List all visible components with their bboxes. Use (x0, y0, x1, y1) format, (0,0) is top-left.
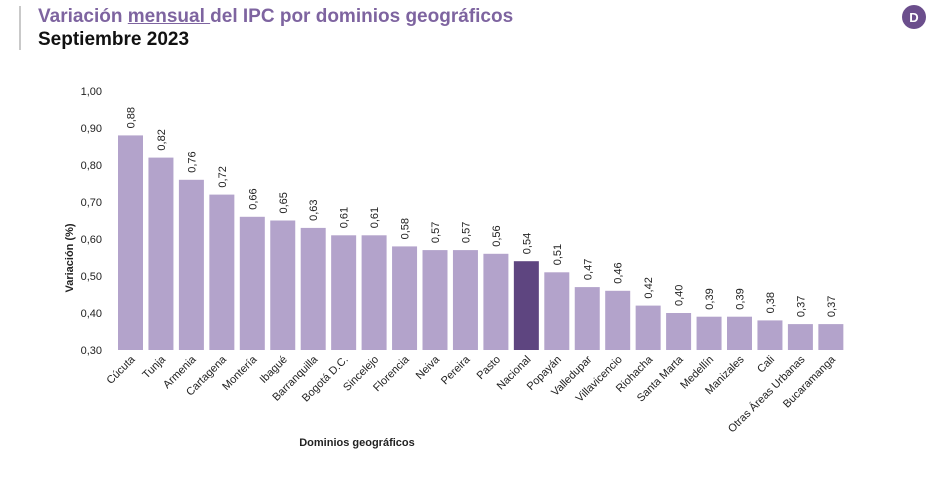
x-tick-label: Neiva (414, 353, 443, 382)
bar-value-label: 0,88 (126, 107, 138, 128)
x-tick-label: Pereira (439, 353, 473, 387)
bar (696, 316, 722, 350)
bar-value-label: 0,57 (430, 222, 442, 243)
y-tick-label: 1,00 (81, 86, 102, 98)
bar (422, 250, 448, 350)
bar-value-label: 0,82 (156, 129, 168, 150)
bar (544, 272, 570, 350)
bar (818, 324, 844, 350)
bar (483, 253, 509, 350)
bar (452, 250, 478, 350)
bar (209, 194, 235, 350)
bar-value-label: 0,58 (400, 218, 412, 239)
header-rule (19, 6, 21, 50)
bar (361, 235, 387, 350)
x-tick-label: Tunja (140, 353, 168, 381)
bar (392, 246, 418, 350)
bar-value-label: 0,42 (643, 277, 655, 298)
bar (757, 320, 783, 350)
y-axis-title: Variación (%) (64, 223, 76, 292)
x-tick-label: Montería (220, 353, 260, 393)
bar-value-label: 0,47 (582, 259, 594, 280)
x-axis-title: Dominios geográficos (299, 437, 415, 449)
bar (727, 316, 752, 350)
bar (574, 287, 600, 350)
bar (635, 305, 661, 350)
title-part-1: Variación (38, 6, 128, 27)
bar-value-label: 0,72 (217, 166, 229, 187)
y-tick-label: 0,50 (81, 271, 102, 283)
bar (513, 261, 539, 350)
title-part-2: del IPC por dominios geográficos (210, 6, 514, 27)
bar-value-label: 0,54 (521, 233, 533, 254)
bar-value-label: 0,63 (308, 199, 320, 220)
x-tick-label: Cali (755, 354, 777, 376)
chart-title: Variación mensual del IPC por dominios g… (38, 6, 513, 28)
bar (148, 157, 174, 350)
x-axis-ticks: Cúcuta TunjaArmeniaCartagenaMonteríaIbagu… (104, 353, 838, 436)
bar-value-label: 0,37 (795, 296, 807, 317)
bar-value-label: 0,37 (826, 296, 838, 317)
bars (118, 135, 844, 350)
bar-value-label: 0,66 (247, 188, 259, 209)
bar-value-label: 0,76 (186, 151, 198, 172)
x-tick-label: Pasto (475, 354, 503, 382)
y-tick-label: 0,80 (81, 160, 102, 172)
bar-value-label: 0,61 (339, 207, 351, 228)
bar (666, 313, 692, 350)
y-axis-ticks: 0,30 0,40 0,50 0,60 0,70 0,80 0,90 1,00 (81, 86, 102, 357)
bar-value-label: 0,40 (674, 285, 686, 306)
bar-value-label: 0,46 (613, 262, 625, 283)
bar (118, 135, 143, 350)
bar (270, 220, 296, 350)
y-tick-label: 0,30 (81, 345, 102, 357)
bar (331, 235, 357, 350)
value-labels: 0,88 0,82 0,76 0,72 0,66 0,65 0,63 0,61 0,61 0,58… (126, 107, 838, 317)
bar-value-label: 0,57 (460, 222, 472, 243)
bar-value-label: 0,51 (552, 244, 564, 265)
bar-value-label: 0,65 (278, 192, 290, 213)
y-tick-label: 0,40 (81, 308, 102, 320)
bar (239, 216, 265, 350)
y-tick-label: 0,60 (81, 234, 102, 246)
y-tick-label: 0,90 (81, 123, 102, 135)
bar (300, 227, 326, 350)
bar-value-label: 0,39 (735, 288, 747, 309)
y-tick-label: 0,70 (81, 197, 102, 209)
chart-subtitle: Septiembre 2023 (38, 29, 190, 50)
title-underlined-word: mensual (127, 6, 211, 27)
bar-value-label: 0,39 (704, 288, 716, 309)
x-tick-label: Cúcuta (104, 353, 138, 387)
bar-value-label: 0,61 (369, 207, 381, 228)
dane-logo-icon: D (902, 5, 926, 29)
bar (605, 290, 631, 350)
bar (178, 179, 204, 350)
bar-value-label: 0,38 (765, 292, 777, 313)
bar (787, 324, 813, 350)
bar-value-label: 0,56 (491, 225, 503, 246)
